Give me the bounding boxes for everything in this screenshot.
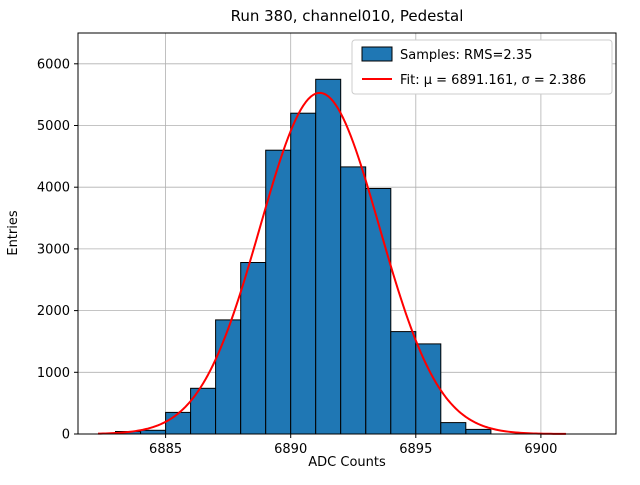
legend: Samples: RMS=2.35 Fit: μ = 6891.161, σ =…	[351, 39, 613, 95]
histogram-swatch	[361, 46, 393, 62]
svg-text:6895: 6895	[399, 442, 432, 457]
x-axis-label: ADC Counts	[308, 455, 386, 470]
svg-text:6890: 6890	[274, 442, 307, 457]
legend-fit-entry: Fit: μ = 6891.161, σ = 2.386	[362, 73, 586, 88]
legend-fit-label: Fit: μ = 6891.161, σ = 2.386	[400, 73, 586, 88]
legend-frame	[351, 39, 613, 95]
svg-text:2000: 2000	[37, 304, 70, 319]
legend-samples-label: Samples: RMS=2.35	[400, 48, 532, 63]
svg-text:6885: 6885	[149, 442, 182, 457]
chart-title: Run 380, channel010, Pedestal	[231, 7, 464, 25]
y-axis-label: Entries	[6, 210, 21, 256]
svg-text:3000: 3000	[37, 242, 70, 257]
svg-text:0: 0	[62, 428, 70, 443]
svg-text:5000: 5000	[37, 119, 70, 134]
legend-samples-entry: Samples: RMS=2.35	[361, 46, 532, 63]
svg-text:6900: 6900	[524, 442, 557, 457]
svg-text:4000: 4000	[37, 181, 70, 196]
svg-text:6000: 6000	[37, 57, 70, 72]
svg-text:1000: 1000	[37, 366, 70, 381]
plot-area: 6885 6890 6895 6900 0 1000 2000 3000 4000 5000 600…	[37, 32, 617, 457]
